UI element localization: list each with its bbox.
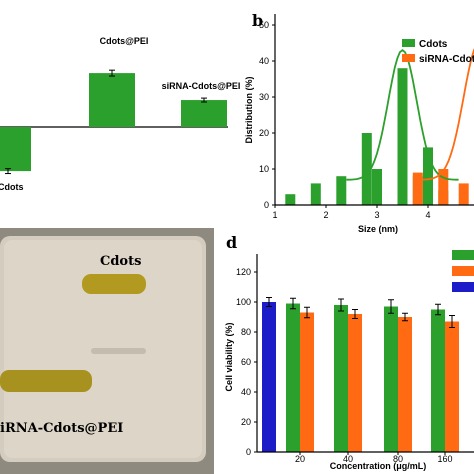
b-xtick-label: 3: [374, 210, 379, 220]
bar-b-s0-2: [336, 176, 347, 205]
d-xlabel: Concentration (μg/mL): [330, 461, 427, 471]
bar-label-cdots-pei: Cdots@PEI: [100, 36, 149, 46]
bar-d-s1-0: [300, 312, 314, 452]
b-ytick-label: 40: [259, 56, 269, 66]
bar-d-s0-1: [334, 305, 348, 452]
gel-label-sirna: iRNA-Cdots@PEI: [0, 421, 123, 436]
legend-swatch-blue: [452, 282, 474, 292]
bar-label-cdots: Cdots: [0, 182, 24, 192]
gel-band-cdots: [82, 274, 146, 294]
bar-b-s0-3: [361, 133, 372, 205]
bar-b-s0-1: [310, 183, 321, 205]
b-ytick-label: 50: [259, 20, 269, 30]
b-ylabel: Distribution (%): [244, 77, 254, 144]
legend-label-sirna: siRNA-Cdots: [419, 54, 474, 65]
d-ytick-label: 20: [241, 417, 251, 427]
bar-b-s1-1: [438, 169, 449, 205]
bar-d-s1-2: [398, 317, 412, 452]
panel-c-gel: Cdots iRNA-Cdots@PEI: [0, 228, 214, 474]
bar-d-s1-1: [348, 314, 362, 452]
bar-label-sirna: siRNA-Cdots@PEI: [162, 81, 241, 91]
bar-b-s0-5: [397, 68, 408, 205]
d-ytick-label: 120: [236, 267, 251, 277]
d-ytick-label: 60: [241, 357, 251, 367]
d-xtick-label: 20: [295, 454, 305, 464]
bar-a-2: [181, 100, 227, 127]
bar-a-1: [89, 73, 135, 127]
bar-b-s0-0: [285, 194, 296, 205]
panel-d: d 0 20 40 60 80 100 120 20 40 80 160 Cell viabilit…: [224, 233, 474, 471]
bar-a-0: [0, 127, 31, 172]
panel-a: Cdots@PEI siRNA-Cdots@PEI Cdots: [0, 36, 240, 192]
legend-swatch-sirna: [402, 54, 415, 62]
bar-d-s0-3: [431, 309, 445, 452]
d-ytick-label: 40: [241, 387, 251, 397]
b-ytick-label: 30: [259, 92, 269, 102]
bar-d-s1-3: [445, 321, 459, 452]
gel-label-cdots: Cdots: [100, 254, 141, 269]
b-xlabel: Size (nm): [358, 224, 398, 234]
d-ytick-label: 100: [236, 297, 251, 307]
bar-b-s1-2: [458, 183, 469, 205]
legend-label-cdots: Cdots: [419, 39, 448, 50]
b-xtick-label: 4: [425, 210, 430, 220]
d-ytick-label: 80: [241, 327, 251, 337]
panel-label-d: d: [226, 233, 237, 252]
b-ytick-label: 0: [264, 200, 269, 210]
d-xtick-label: 160: [437, 454, 452, 464]
bar-d-s0-0: [286, 303, 300, 452]
b-xtick-label: 2: [323, 210, 328, 220]
gel-well: [91, 348, 146, 354]
bar-d-s0-2: [384, 306, 398, 452]
bar-d-control: [262, 302, 276, 452]
d-xtick-label: 40: [343, 454, 353, 464]
panel-b: b 01020304050123456 Distribution (%) Siz…: [244, 11, 474, 234]
bar-b-s1-0: [412, 172, 423, 205]
gel-band-sirna: [0, 370, 92, 392]
d-ylabel: Cell viability (%): [224, 322, 234, 391]
b-xtick-label: 1: [272, 210, 277, 220]
legend-swatch-green: [452, 250, 474, 260]
legend-swatch-orange: [452, 266, 474, 276]
bar-b-s0-4: [372, 169, 382, 205]
b-ytick-label: 10: [259, 164, 269, 174]
b-ytick-label: 20: [259, 128, 269, 138]
bar-b-s0-7: [423, 147, 433, 205]
panel-label-b: b: [252, 11, 263, 30]
d-xtick-label: 80: [393, 454, 403, 464]
legend-swatch-cdots: [402, 39, 415, 47]
d-ytick-label: 0: [246, 447, 251, 457]
